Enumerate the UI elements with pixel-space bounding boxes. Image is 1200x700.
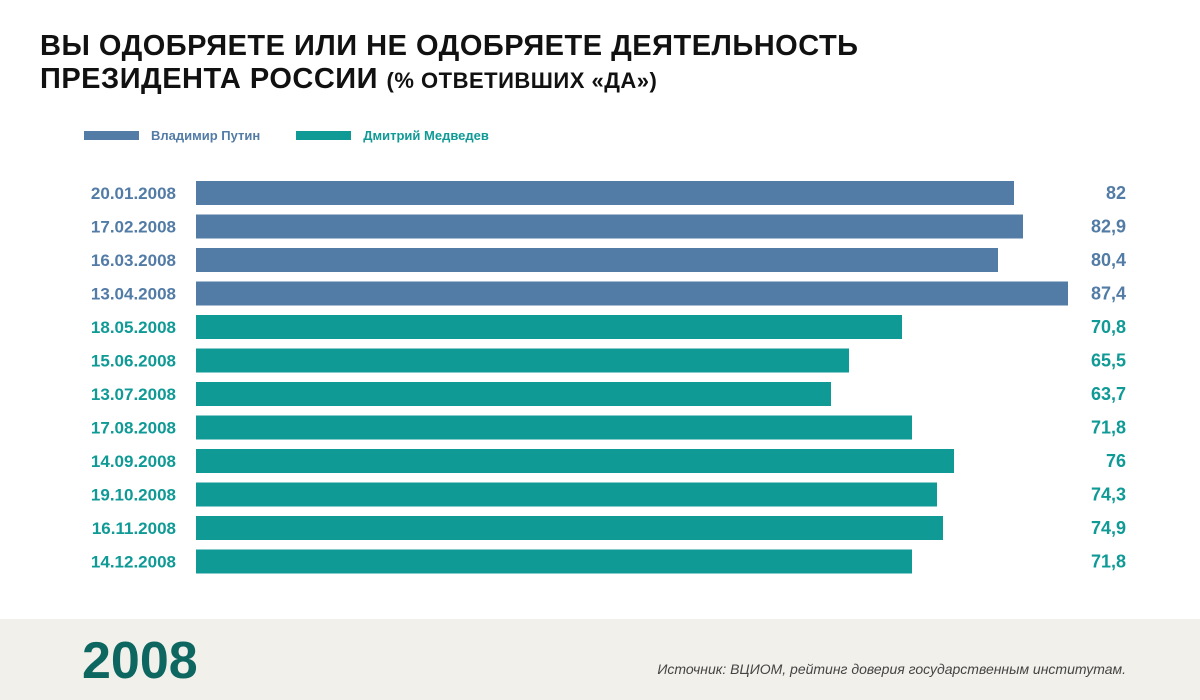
footer: 2008 Источник: ВЦИОМ, рейтинг доверия го… <box>0 619 1200 700</box>
value-label: 74,9 <box>1091 518 1126 538</box>
title-line-2: ПРЕЗИДЕНТА РОССИИ <box>40 63 378 95</box>
category-label: 16.11.2008 <box>92 519 176 538</box>
category-label: 19.10.2008 <box>91 486 176 505</box>
value-label: 71,8 <box>1091 552 1126 572</box>
category-label: 14.12.2008 <box>91 553 176 572</box>
legend-item-medvedev: Дмитрий Медведев <box>296 128 489 143</box>
title-line-2-wrap: ПРЕЗИДЕНТА РОССИИ (% ОТВЕТИВШИХ «ДА») <box>40 63 859 97</box>
bar <box>196 281 1068 306</box>
value-label: 87,4 <box>1091 284 1126 304</box>
bar <box>196 516 943 540</box>
category-label: 13.07.2008 <box>91 385 176 404</box>
value-label: 70,8 <box>1091 317 1126 337</box>
category-label: 17.08.2008 <box>91 419 176 438</box>
bar <box>196 214 1023 239</box>
chart-title: ВЫ ОДОБРЯЕТЕ ИЛИ НЕ ОДОБРЯЕТЕ ДЕЯТЕЛЬНОС… <box>40 30 859 97</box>
bar <box>196 248 998 272</box>
title-suffix: (% ОТВЕТИВШИХ «ДА») <box>386 68 658 93</box>
bar <box>196 181 1014 205</box>
bar <box>196 449 954 473</box>
title-line-1: ВЫ ОДОБРЯЕТЕ ИЛИ НЕ ОДОБРЯЕТЕ ДЕЯТЕЛЬНОС… <box>40 30 859 62</box>
value-label: 71,8 <box>1091 418 1126 438</box>
category-label: 20.01.2008 <box>91 184 176 203</box>
bar <box>196 549 912 574</box>
legend-label-putin: Владимир Путин <box>151 128 261 143</box>
legend: Владимир Путин Дмитрий Медведев <box>84 128 525 143</box>
legend-swatch-medvedev <box>296 131 352 140</box>
legend-swatch-putin <box>84 131 139 140</box>
category-label: 13.04.2008 <box>91 285 176 304</box>
bar <box>196 315 902 339</box>
legend-item-putin: Владимир Путин <box>84 128 260 143</box>
category-label: 14.09.2008 <box>91 452 176 471</box>
bar <box>196 482 937 507</box>
bar-chart: 20.01.2008 82 17.02.2008 82,9 16.03.2008 80,4… <box>91 181 1126 574</box>
category-label: 17.02.2008 <box>91 218 176 237</box>
value-label: 63,7 <box>1091 384 1126 404</box>
category-label: 18.05.2008 <box>91 318 176 337</box>
bar <box>196 348 849 373</box>
value-label: 82,9 <box>1091 217 1126 237</box>
year-label: 2008 <box>82 632 198 690</box>
value-label: 76 <box>1106 451 1126 471</box>
category-label: 15.06.2008 <box>91 352 176 371</box>
value-label: 80,4 <box>1091 250 1126 270</box>
value-label: 65,5 <box>1091 351 1126 371</box>
legend-label-medvedev: Дмитрий Медведев <box>363 128 489 143</box>
value-label: 82 <box>1106 183 1126 203</box>
bar <box>196 415 912 440</box>
bar <box>196 382 831 406</box>
source-note: Источник: ВЦИОМ, рейтинг доверия государ… <box>657 661 1126 677</box>
value-label: 74,3 <box>1091 485 1126 505</box>
category-label: 16.03.2008 <box>91 251 176 270</box>
